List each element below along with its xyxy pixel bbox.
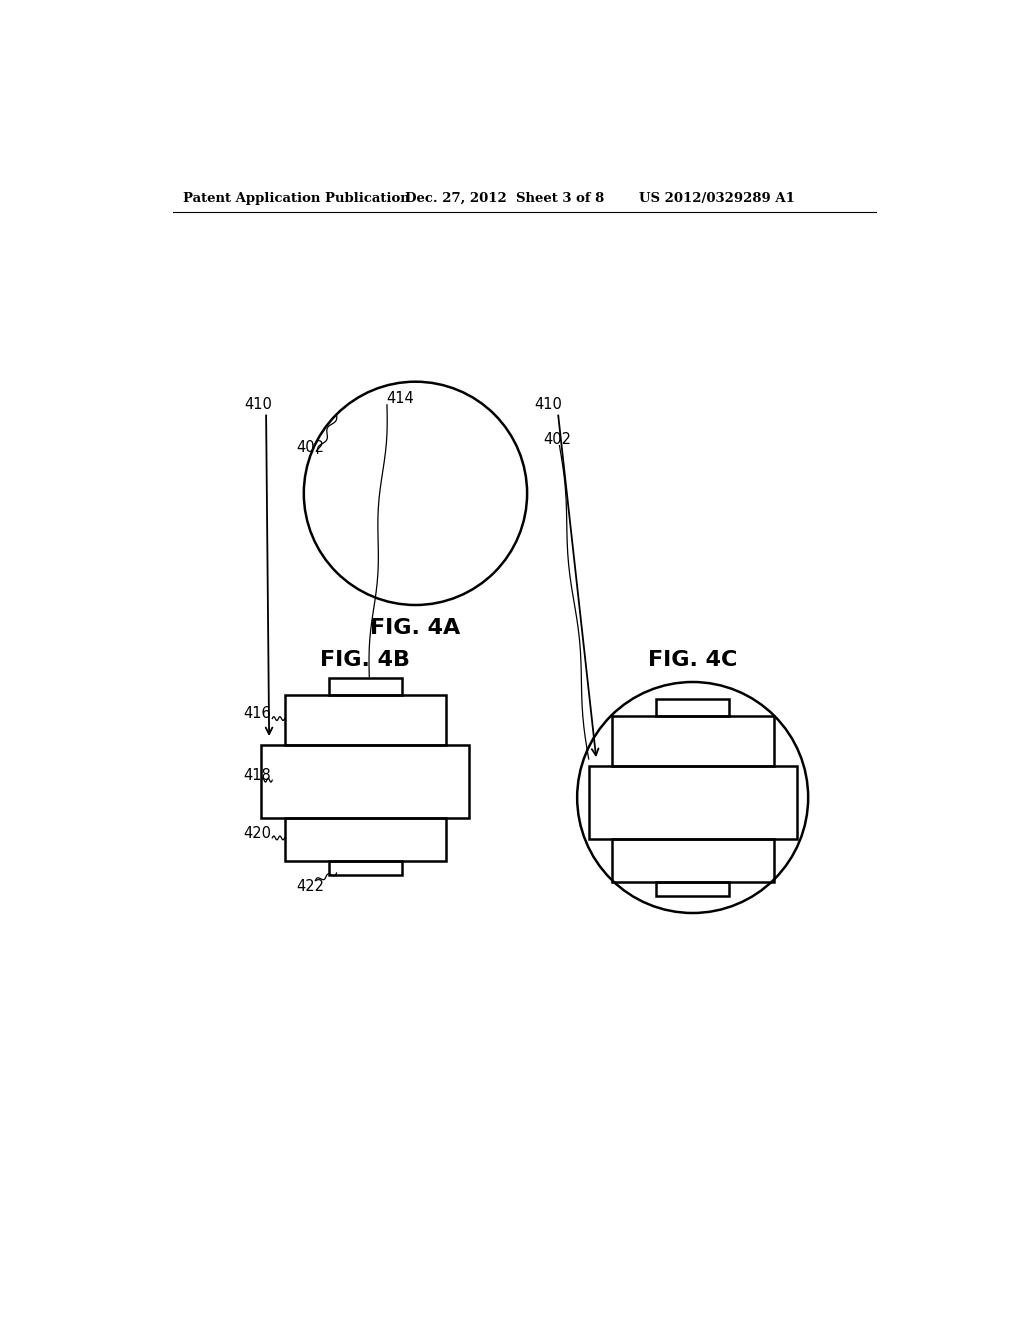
Text: FIG. 4B: FIG. 4B [321, 651, 411, 671]
Text: FIG. 4A: FIG. 4A [371, 618, 461, 638]
Text: 410: 410 [535, 397, 562, 412]
Bar [285, 696, 446, 744]
Bar [329, 861, 402, 875]
Bar [261, 744, 469, 818]
Text: US 2012/0329289 A1: US 2012/0329289 A1 [639, 191, 795, 205]
Text: 422: 422 [296, 879, 325, 894]
Bar [285, 818, 446, 861]
Bar [656, 882, 729, 896]
Bar [656, 700, 729, 717]
Bar [329, 678, 402, 696]
Bar [611, 840, 773, 882]
Text: 402: 402 [296, 440, 325, 454]
Bar [611, 717, 773, 767]
Text: 420: 420 [244, 826, 271, 841]
Text: Patent Application Publication: Patent Application Publication [183, 191, 410, 205]
Text: 418: 418 [244, 768, 271, 783]
Text: FIG. 4C: FIG. 4C [648, 651, 737, 671]
Text: 414: 414 [386, 391, 414, 407]
Text: 410: 410 [245, 397, 272, 412]
Text: 416: 416 [244, 706, 271, 722]
Text: 402: 402 [544, 432, 571, 447]
Text: Dec. 27, 2012  Sheet 3 of 8: Dec. 27, 2012 Sheet 3 of 8 [406, 191, 605, 205]
Bar [589, 767, 797, 840]
